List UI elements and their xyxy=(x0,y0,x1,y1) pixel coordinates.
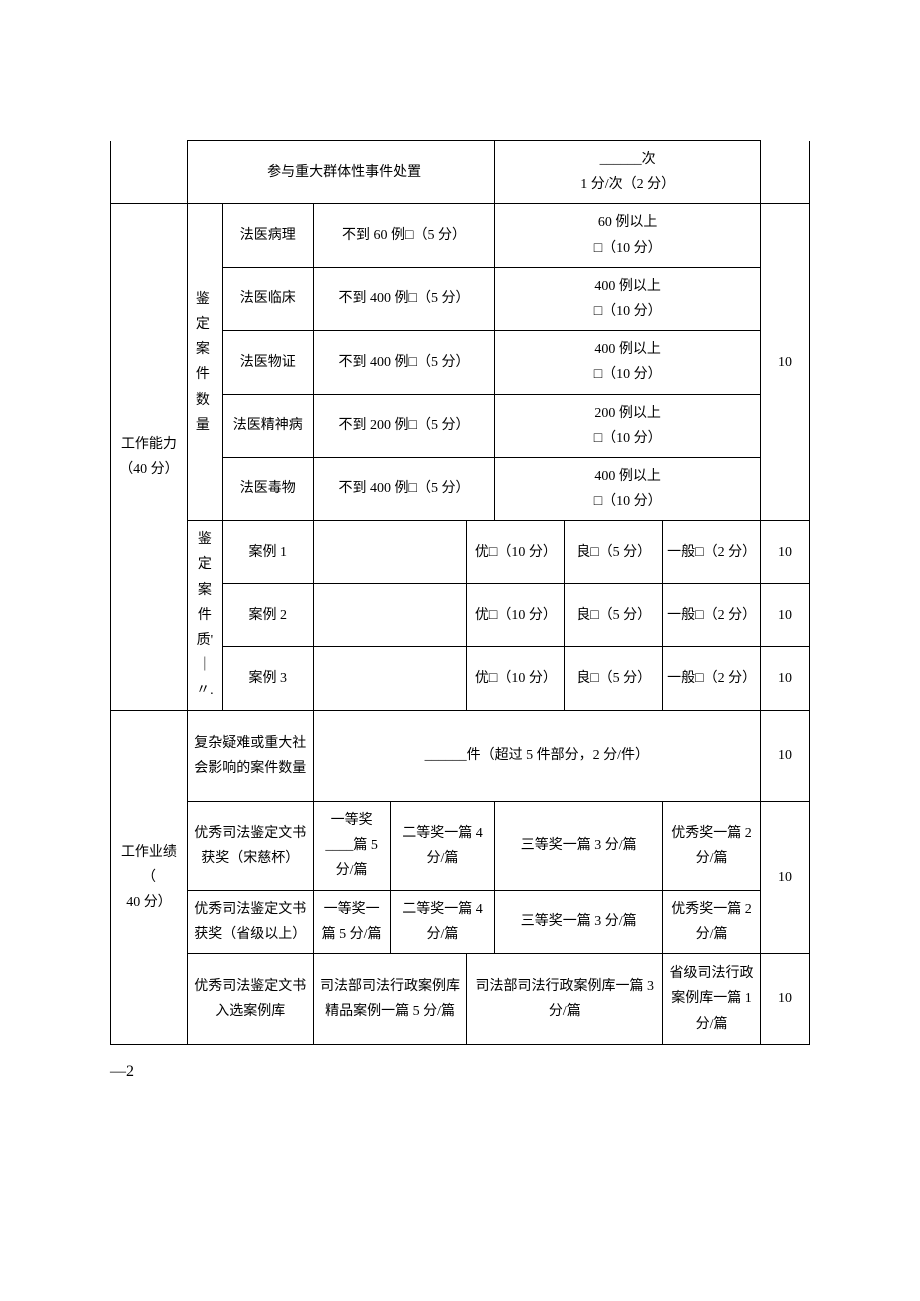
award-max: 10 xyxy=(760,801,809,953)
quality-row-blank-0 xyxy=(313,521,467,584)
caselib-c1: 司法部司法行政案例库精品案例一篇 5 分/篇 xyxy=(313,953,467,1044)
quality-row-opt3-2: 一般□（2 分） xyxy=(663,647,761,710)
qty-max-score: 10 xyxy=(760,204,809,521)
quality-row-opt2-2: 良□（5 分） xyxy=(565,647,663,710)
qty-row-right-1: 400 例以上 □（10 分） xyxy=(495,267,761,330)
award-songci-4: 优秀奖一篇 2 分/篇 xyxy=(663,801,761,890)
complex-case-max: 10 xyxy=(760,710,809,801)
qty-row-right-2: 400 例以上 □（10 分） xyxy=(495,331,761,394)
case-quality-label: 鉴定案件质'｜〃. xyxy=(187,521,222,710)
award-songci-1: 一等奖____篇 5 分/篇 xyxy=(313,801,390,890)
award-province-3: 三等奖一篇 3 分/篇 xyxy=(495,890,663,953)
qty-row-right-0: 60 例以上 □（10 分） xyxy=(495,204,761,267)
quality-row-opt1-2: 优□（10 分） xyxy=(467,647,565,710)
work-performance-label: 工作业绩（ 40 分） xyxy=(111,710,188,1045)
case-qty-label: 鉴定案件数量 xyxy=(187,204,222,521)
quality-row-opt3-0: 一般□（2 分） xyxy=(663,521,761,584)
quality-row-opt2-1: 良□（5 分） xyxy=(565,584,663,647)
complex-case-value: ______件（超过 5 件部分，2 分/件） xyxy=(313,710,760,801)
award-songci-3: 三等奖一篇 3 分/篇 xyxy=(495,801,663,890)
award-province-label: 优秀司法鉴定文书获奖（省级以上） xyxy=(187,890,313,953)
award-province-1: 一等奖一篇 5 分/篇 xyxy=(313,890,390,953)
caselib-label: 优秀司法鉴定文书入选案例库 xyxy=(187,953,313,1044)
qty-row-left-1: 不到 400 例□（5 分） xyxy=(313,267,495,330)
group-event-label: 参与重大群体性事件处置 xyxy=(187,141,495,204)
award-province-2: 二等奖一篇 4 分/篇 xyxy=(390,890,495,953)
award-songci-label: 优秀司法鉴定文书获奖（宋慈杯） xyxy=(187,801,313,890)
caselib-c2: 司法部司法行政案例库一篇 3 分/篇 xyxy=(467,953,663,1044)
qty-row-right-4: 400 例以上 □（10 分） xyxy=(495,457,761,520)
quality-row-opt1-1: 优□（10 分） xyxy=(467,584,565,647)
quality-row-max-0: 10 xyxy=(760,521,809,584)
quality-row-blank-2 xyxy=(313,647,467,710)
evaluation-table: 参与重大群体性事件处置 ______次 1 分/次（2 分） 工作能力 （40 … xyxy=(110,140,810,1045)
page-number: —2 xyxy=(110,1063,810,1081)
prev-section-spacer xyxy=(111,141,188,204)
prev-max-spacer xyxy=(760,141,809,204)
quality-row-name-1: 案例 2 xyxy=(222,584,313,647)
qty-row-name-4: 法医毒物 xyxy=(222,457,313,520)
qty-row-name-0: 法医病理 xyxy=(222,204,313,267)
award-songci-2: 二等奖一篇 4 分/篇 xyxy=(390,801,495,890)
caselib-c3: 省级司法行政案例库一篇 1 分/篇 xyxy=(663,953,761,1044)
quality-row-name-2: 案例 3 xyxy=(222,647,313,710)
quality-row-opt2-0: 良□（5 分） xyxy=(565,521,663,584)
qty-row-left-4: 不到 400 例□（5 分） xyxy=(313,457,495,520)
qty-row-right-3: 200 例以上 □（10 分） xyxy=(495,394,761,457)
qty-row-name-3: 法医精神病 xyxy=(222,394,313,457)
quality-row-max-2: 10 xyxy=(760,647,809,710)
quality-row-name-0: 案例 1 xyxy=(222,521,313,584)
complex-case-label: 复杂疑难或重大社会影响的案件数量 xyxy=(187,710,313,801)
quality-row-max-1: 10 xyxy=(760,584,809,647)
work-ability-label: 工作能力 （40 分） xyxy=(111,204,188,710)
qty-row-name-2: 法医物证 xyxy=(222,331,313,394)
group-event-score: ______次 1 分/次（2 分） xyxy=(495,141,761,204)
qty-row-left-3: 不到 200 例□（5 分） xyxy=(313,394,495,457)
quality-row-blank-1 xyxy=(313,584,467,647)
quality-row-opt3-1: 一般□（2 分） xyxy=(663,584,761,647)
caselib-max: 10 xyxy=(760,953,809,1044)
quality-row-opt1-0: 优□（10 分） xyxy=(467,521,565,584)
qty-row-left-2: 不到 400 例□（5 分） xyxy=(313,331,495,394)
award-province-4: 优秀奖一篇 2 分/篇 xyxy=(663,890,761,953)
qty-row-left-0: 不到 60 例□（5 分） xyxy=(313,204,495,267)
qty-row-name-1: 法医临床 xyxy=(222,267,313,330)
